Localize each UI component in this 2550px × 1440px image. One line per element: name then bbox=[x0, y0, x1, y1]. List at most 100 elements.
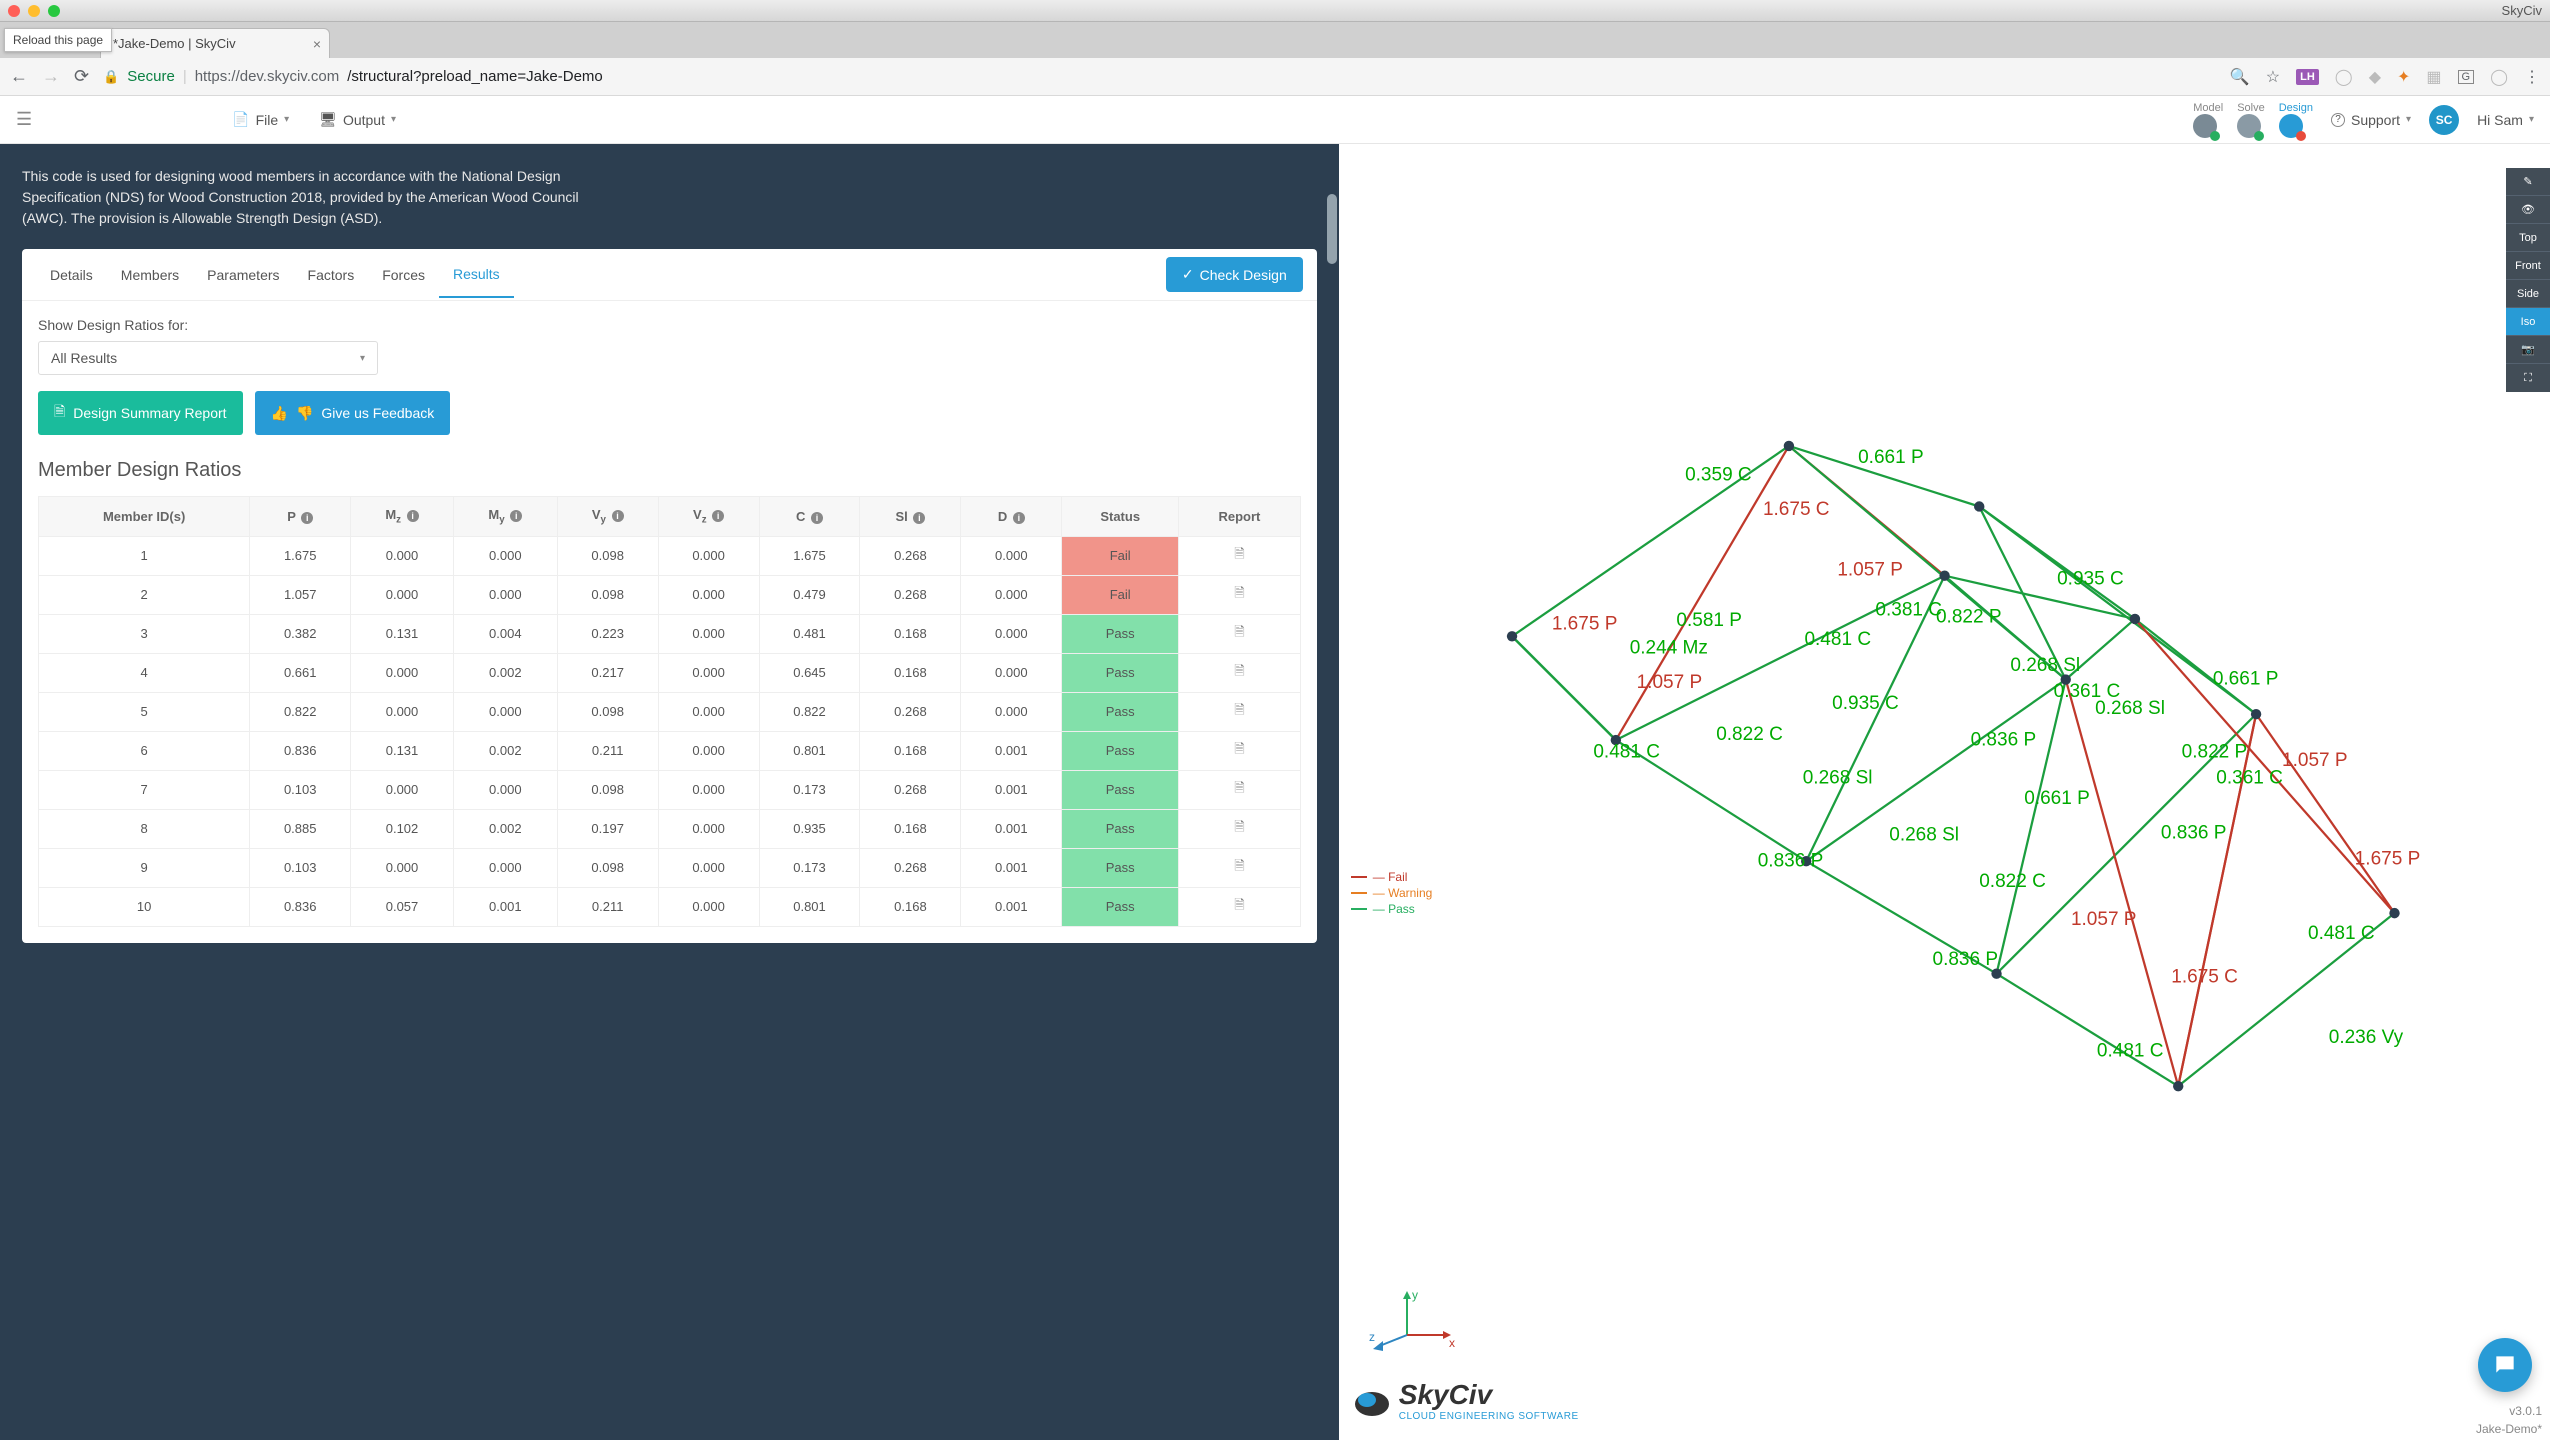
view-front-button[interactable]: Front bbox=[2506, 252, 2550, 280]
report-icon[interactable]: 🗎 bbox=[1234, 741, 1244, 756]
member-ratios-table: Member ID(s) P i Mz i My i Vy i Vz i C i… bbox=[38, 496, 1301, 927]
report-icon[interactable]: 🗎 bbox=[1234, 858, 1244, 873]
tab-results[interactable]: Results bbox=[439, 252, 514, 298]
profile-icon[interactable]: ◯ bbox=[2490, 67, 2508, 87]
svg-text:0.481 C: 0.481 C bbox=[2097, 1041, 2164, 1062]
design-summary-report-button[interactable]: 🗎 Design Summary Report bbox=[38, 391, 243, 435]
table-row: 70.1030.0000.0000.0980.0000.1730.2680.00… bbox=[39, 770, 1301, 809]
forward-button[interactable]: → bbox=[42, 66, 60, 87]
report-icon[interactable]: 🗎 bbox=[1234, 546, 1244, 561]
report-icon[interactable]: 🗎 bbox=[1234, 702, 1244, 717]
ext-icon-4[interactable]: ▦ bbox=[2426, 67, 2441, 87]
scrollbar[interactable] bbox=[1327, 164, 1337, 1420]
svg-text:0.822 P: 0.822 P bbox=[2181, 741, 2247, 762]
info-icon[interactable]: i bbox=[811, 512, 823, 524]
svg-text:0.822 C: 0.822 C bbox=[1716, 724, 1783, 745]
report-icon[interactable]: 🗎 bbox=[1234, 663, 1244, 678]
report-icon[interactable]: 🗎 bbox=[1234, 819, 1244, 834]
check-design-button[interactable]: ✓ Check Design bbox=[1166, 257, 1303, 292]
info-icon[interactable]: i bbox=[301, 512, 313, 524]
ext-icon-3[interactable]: ✦ bbox=[2397, 67, 2410, 87]
code-description: This code is used for designing wood mem… bbox=[22, 166, 582, 229]
window-minimize-button[interactable] bbox=[28, 5, 40, 17]
menu-icon[interactable]: ⋮ bbox=[2524, 67, 2540, 87]
feedback-button[interactable]: 👍 👎 Give us Feedback bbox=[255, 391, 451, 435]
tab-details[interactable]: Details bbox=[36, 253, 107, 297]
hamburger-icon[interactable]: ☰ bbox=[16, 109, 32, 130]
thumbs-up-icon: 👍 bbox=[271, 405, 288, 422]
view-👁-button[interactable]: 👁 bbox=[2506, 196, 2550, 224]
chevron-down-icon: ▾ bbox=[2529, 114, 2534, 125]
app-bar-right: Model Solve Design ? Support ▾ SC Hi Sam bbox=[2193, 102, 2534, 138]
svg-text:0.661 P: 0.661 P bbox=[1858, 447, 1924, 468]
extension-badge[interactable]: LH bbox=[2296, 69, 2319, 85]
view-top-button[interactable]: Top bbox=[2506, 224, 2550, 252]
reload-tooltip: Reload this page bbox=[4, 28, 112, 52]
view-iso-button[interactable]: Iso bbox=[2506, 308, 2550, 336]
table-row: 11.6750.0000.0000.0980.0001.6750.2680.00… bbox=[39, 536, 1301, 575]
chevron-down-icon: ▾ bbox=[284, 114, 289, 125]
tab-close-icon[interactable]: × bbox=[313, 36, 321, 52]
user-greeting[interactable]: Hi Sam ▾ bbox=[2477, 112, 2534, 128]
results-filter-select[interactable]: All Results ▾ bbox=[38, 341, 378, 375]
info-icon[interactable]: i bbox=[510, 510, 522, 522]
col-d: D i bbox=[961, 497, 1062, 537]
bookmark-icon[interactable]: ☆ bbox=[2266, 67, 2280, 87]
document-icon: 🗎 bbox=[54, 401, 65, 425]
legend-item: — Pass bbox=[1351, 902, 1433, 916]
window-maximize-button[interactable] bbox=[48, 5, 60, 17]
status-cell: Pass bbox=[1062, 848, 1179, 887]
view-side-button[interactable]: Side bbox=[2506, 280, 2550, 308]
reload-button[interactable]: ⟳ bbox=[74, 66, 89, 87]
omnibox[interactable]: 🔒 Secure | https://dev.skyciv.com/struct… bbox=[103, 68, 2216, 85]
search-icon[interactable]: 🔍 bbox=[2230, 67, 2250, 87]
tab-factors[interactable]: Factors bbox=[294, 253, 369, 297]
ext-icon-5[interactable]: G bbox=[2458, 70, 2475, 84]
info-icon[interactable]: i bbox=[913, 512, 925, 524]
view-✎-button[interactable]: ✎ bbox=[2506, 168, 2550, 196]
ext-icon-1[interactable]: ◯ bbox=[2335, 67, 2353, 87]
svg-text:0.481 C: 0.481 C bbox=[1593, 741, 1660, 762]
col-vy: Vy i bbox=[557, 497, 658, 537]
window-close-button[interactable] bbox=[8, 5, 20, 17]
svg-text:0.359 C: 0.359 C bbox=[1685, 465, 1752, 486]
svg-text:0.822 P: 0.822 P bbox=[1936, 606, 2002, 627]
report-icon[interactable]: 🗎 bbox=[1234, 624, 1244, 639]
svg-text:1.675 P: 1.675 P bbox=[1552, 613, 1618, 634]
window-title-right: SkyCiv bbox=[2502, 3, 2542, 18]
view-⛶-button[interactable]: ⛶ bbox=[2506, 364, 2550, 392]
output-menu[interactable]: 🖥 Output ▾ bbox=[319, 111, 396, 128]
app-menu: 📄 File ▾ 🖥 Output ▾ bbox=[232, 111, 396, 128]
view-📷-button[interactable]: 📷 bbox=[2506, 336, 2550, 364]
status-cell: Pass bbox=[1062, 731, 1179, 770]
truss-model: 0.359 C0.661 P1.675 C1.057 P0.581 P0.381… bbox=[1339, 144, 2550, 1440]
mode-design-button[interactable] bbox=[2279, 114, 2303, 138]
browser-tab[interactable]: *Jake-Demo | SkyCiv × bbox=[100, 28, 330, 58]
nav-arrows: ← → ⟳ bbox=[10, 66, 89, 87]
tab-members[interactable]: Members bbox=[107, 253, 193, 297]
mode-solve-button[interactable] bbox=[2237, 114, 2261, 138]
chat-support-button[interactable] bbox=[2478, 1338, 2532, 1392]
report-icon[interactable]: 🗎 bbox=[1234, 780, 1244, 795]
table-row: 90.1030.0000.0000.0980.0000.1730.2680.00… bbox=[39, 848, 1301, 887]
tab-parameters[interactable]: Parameters bbox=[193, 253, 293, 297]
model-viewport[interactable]: 0.359 C0.661 P1.675 C1.057 P0.581 P0.381… bbox=[1339, 144, 2550, 1440]
ext-icon-2[interactable]: ◆ bbox=[2369, 67, 2381, 87]
check-icon: ✓ bbox=[1182, 266, 1194, 283]
mode-model-button[interactable] bbox=[2193, 114, 2217, 138]
report-icon[interactable]: 🗎 bbox=[1234, 897, 1244, 912]
tab-forces[interactable]: Forces bbox=[368, 253, 439, 297]
user-avatar[interactable]: SC bbox=[2429, 105, 2459, 135]
file-menu[interactable]: 📄 File ▾ bbox=[232, 111, 289, 128]
info-icon[interactable]: i bbox=[712, 510, 724, 522]
info-icon[interactable]: i bbox=[1013, 512, 1025, 524]
report-icon[interactable]: 🗎 bbox=[1234, 585, 1244, 600]
col-c: C i bbox=[759, 497, 860, 537]
chevron-down-icon: ▾ bbox=[2406, 114, 2411, 125]
svg-text:1.057 P: 1.057 P bbox=[2071, 909, 2137, 930]
axis-x-label: x bbox=[1449, 1336, 1455, 1350]
back-button[interactable]: ← bbox=[10, 66, 28, 87]
support-menu[interactable]: ? Support ▾ bbox=[2331, 112, 2411, 128]
info-icon[interactable]: i bbox=[407, 510, 419, 522]
info-icon[interactable]: i bbox=[612, 510, 624, 522]
